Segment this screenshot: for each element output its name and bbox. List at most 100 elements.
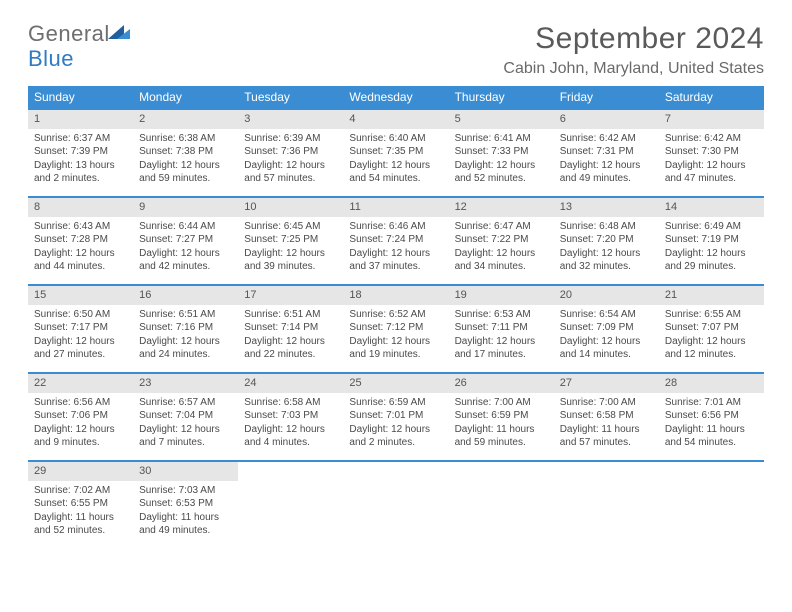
location-text: Cabin John, Maryland, United States <box>503 60 764 78</box>
day-number: 23 <box>133 374 238 393</box>
day-body: Sunrise: 6:52 AMSunset: 7:12 PMDaylight:… <box>343 305 448 366</box>
logo-sail-icon <box>108 24 130 47</box>
weekday-thursday: Thursday <box>449 86 554 109</box>
day-body: Sunrise: 6:37 AMSunset: 7:39 PMDaylight:… <box>28 129 133 190</box>
daylight-line: Daylight: 12 hours and 19 minutes. <box>349 335 442 362</box>
sunset-line: Sunset: 7:24 PM <box>349 233 442 247</box>
day-cell: 21Sunrise: 6:55 AMSunset: 7:07 PMDayligh… <box>659 285 764 373</box>
day-cell: 1Sunrise: 6:37 AMSunset: 7:39 PMDaylight… <box>28 109 133 197</box>
sunrise-line: Sunrise: 7:00 AM <box>455 396 548 410</box>
sunset-line: Sunset: 7:25 PM <box>244 233 337 247</box>
daylight-line: Daylight: 12 hours and 34 minutes. <box>455 247 548 274</box>
sunset-line: Sunset: 7:38 PM <box>139 145 232 159</box>
day-number: 14 <box>659 198 764 217</box>
day-number: 19 <box>449 286 554 305</box>
day-number: 15 <box>28 286 133 305</box>
daylight-line: Daylight: 12 hours and 24 minutes. <box>139 335 232 362</box>
sunrise-line: Sunrise: 6:58 AM <box>244 396 337 410</box>
sunset-line: Sunset: 7:28 PM <box>34 233 127 247</box>
page-title: September 2024 <box>503 22 764 56</box>
day-number: 21 <box>659 286 764 305</box>
day-body: Sunrise: 6:56 AMSunset: 7:06 PMDaylight:… <box>28 393 133 454</box>
day-number: 24 <box>238 374 343 393</box>
day-cell: 13Sunrise: 6:48 AMSunset: 7:20 PMDayligh… <box>554 197 659 285</box>
daylight-line: Daylight: 11 hours and 54 minutes. <box>665 423 758 450</box>
sunset-line: Sunset: 7:01 PM <box>349 409 442 423</box>
day-number: 3 <box>238 110 343 129</box>
sunrise-line: Sunrise: 6:54 AM <box>560 308 653 322</box>
sunset-line: Sunset: 7:07 PM <box>665 321 758 335</box>
sunset-line: Sunset: 6:58 PM <box>560 409 653 423</box>
weekday-monday: Monday <box>133 86 238 109</box>
day-body: Sunrise: 6:45 AMSunset: 7:25 PMDaylight:… <box>238 217 343 278</box>
day-cell <box>659 461 764 549</box>
daylight-line: Daylight: 12 hours and 57 minutes. <box>244 159 337 186</box>
sunrise-line: Sunrise: 6:44 AM <box>139 220 232 234</box>
day-cell <box>554 461 659 549</box>
day-body: Sunrise: 7:01 AMSunset: 6:56 PMDaylight:… <box>659 393 764 454</box>
daylight-line: Daylight: 12 hours and 14 minutes. <box>560 335 653 362</box>
sunset-line: Sunset: 7:06 PM <box>34 409 127 423</box>
day-cell: 22Sunrise: 6:56 AMSunset: 7:06 PMDayligh… <box>28 373 133 461</box>
daylight-line: Daylight: 12 hours and 22 minutes. <box>244 335 337 362</box>
day-cell: 3Sunrise: 6:39 AMSunset: 7:36 PMDaylight… <box>238 109 343 197</box>
day-cell: 14Sunrise: 6:49 AMSunset: 7:19 PMDayligh… <box>659 197 764 285</box>
day-number: 6 <box>554 110 659 129</box>
day-cell: 19Sunrise: 6:53 AMSunset: 7:11 PMDayligh… <box>449 285 554 373</box>
sunrise-line: Sunrise: 6:42 AM <box>665 132 758 146</box>
day-body: Sunrise: 6:54 AMSunset: 7:09 PMDaylight:… <box>554 305 659 366</box>
sunrise-line: Sunrise: 6:59 AM <box>349 396 442 410</box>
sunrise-line: Sunrise: 6:50 AM <box>34 308 127 322</box>
day-number: 20 <box>554 286 659 305</box>
calendar-table: Sunday Monday Tuesday Wednesday Thursday… <box>28 86 764 549</box>
daylight-line: Daylight: 12 hours and 44 minutes. <box>34 247 127 274</box>
sunrise-line: Sunrise: 6:55 AM <box>665 308 758 322</box>
sunset-line: Sunset: 7:31 PM <box>560 145 653 159</box>
day-body: Sunrise: 6:50 AMSunset: 7:17 PMDaylight:… <box>28 305 133 366</box>
day-cell: 30Sunrise: 7:03 AMSunset: 6:53 PMDayligh… <box>133 461 238 549</box>
day-cell: 7Sunrise: 6:42 AMSunset: 7:30 PMDaylight… <box>659 109 764 197</box>
day-cell: 9Sunrise: 6:44 AMSunset: 7:27 PMDaylight… <box>133 197 238 285</box>
day-body: Sunrise: 6:42 AMSunset: 7:31 PMDaylight:… <box>554 129 659 190</box>
sunrise-line: Sunrise: 6:37 AM <box>34 132 127 146</box>
day-body: Sunrise: 7:02 AMSunset: 6:55 PMDaylight:… <box>28 481 133 542</box>
logo-word-blue: Blue <box>28 46 74 71</box>
day-body: Sunrise: 6:53 AMSunset: 7:11 PMDaylight:… <box>449 305 554 366</box>
day-number: 10 <box>238 198 343 217</box>
daylight-line: Daylight: 12 hours and 7 minutes. <box>139 423 232 450</box>
day-cell: 25Sunrise: 6:59 AMSunset: 7:01 PMDayligh… <box>343 373 448 461</box>
daylight-line: Daylight: 11 hours and 59 minutes. <box>455 423 548 450</box>
day-body: Sunrise: 6:59 AMSunset: 7:01 PMDaylight:… <box>343 393 448 454</box>
daylight-line: Daylight: 12 hours and 47 minutes. <box>665 159 758 186</box>
day-body: Sunrise: 6:40 AMSunset: 7:35 PMDaylight:… <box>343 129 448 190</box>
sunrise-line: Sunrise: 6:51 AM <box>139 308 232 322</box>
day-body: Sunrise: 6:43 AMSunset: 7:28 PMDaylight:… <box>28 217 133 278</box>
sunset-line: Sunset: 7:17 PM <box>34 321 127 335</box>
daylight-line: Daylight: 12 hours and 59 minutes. <box>139 159 232 186</box>
sunset-line: Sunset: 7:12 PM <box>349 321 442 335</box>
week-row: 29Sunrise: 7:02 AMSunset: 6:55 PMDayligh… <box>28 461 764 549</box>
logo: General Blue <box>28 22 130 70</box>
sunset-line: Sunset: 7:35 PM <box>349 145 442 159</box>
sunset-line: Sunset: 7:03 PM <box>244 409 337 423</box>
daylight-line: Daylight: 12 hours and 39 minutes. <box>244 247 337 274</box>
weekday-tuesday: Tuesday <box>238 86 343 109</box>
sunset-line: Sunset: 6:56 PM <box>665 409 758 423</box>
daylight-line: Daylight: 12 hours and 49 minutes. <box>560 159 653 186</box>
day-body: Sunrise: 6:38 AMSunset: 7:38 PMDaylight:… <box>133 129 238 190</box>
sunrise-line: Sunrise: 6:56 AM <box>34 396 127 410</box>
sunrise-line: Sunrise: 6:57 AM <box>139 396 232 410</box>
day-cell <box>343 461 448 549</box>
day-cell: 24Sunrise: 6:58 AMSunset: 7:03 PMDayligh… <box>238 373 343 461</box>
day-number: 1 <box>28 110 133 129</box>
day-number: 9 <box>133 198 238 217</box>
sunset-line: Sunset: 7:04 PM <box>139 409 232 423</box>
daylight-line: Daylight: 11 hours and 52 minutes. <box>34 511 127 538</box>
day-body: Sunrise: 6:51 AMSunset: 7:14 PMDaylight:… <box>238 305 343 366</box>
daylight-line: Daylight: 12 hours and 32 minutes. <box>560 247 653 274</box>
day-body: Sunrise: 7:03 AMSunset: 6:53 PMDaylight:… <box>133 481 238 542</box>
day-number: 28 <box>659 374 764 393</box>
day-body: Sunrise: 6:46 AMSunset: 7:24 PMDaylight:… <box>343 217 448 278</box>
day-number: 5 <box>449 110 554 129</box>
day-body: Sunrise: 6:49 AMSunset: 7:19 PMDaylight:… <box>659 217 764 278</box>
